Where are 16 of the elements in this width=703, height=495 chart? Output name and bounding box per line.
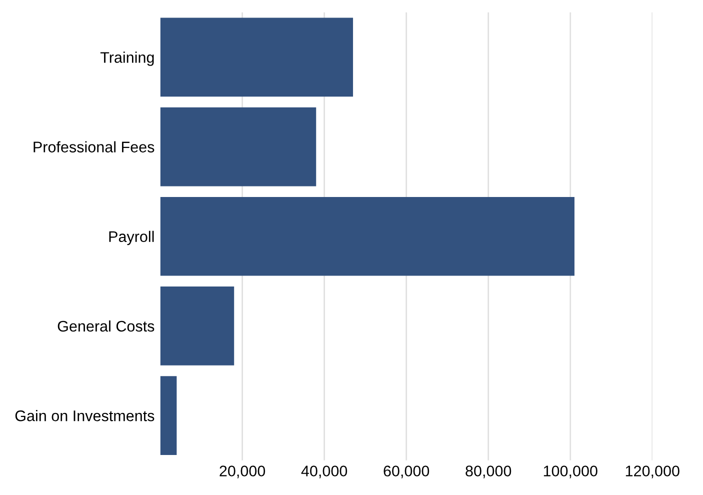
x-tick-label: 120,000 bbox=[626, 466, 680, 478]
x-tick-label: 100,000 bbox=[544, 466, 598, 478]
x-tick-label: 20,000 bbox=[220, 466, 266, 478]
bar bbox=[160, 107, 316, 186]
y-tick-label: Gain on Investments bbox=[15, 410, 154, 422]
y-tick-label: Payroll bbox=[109, 230, 154, 246]
y-tick-label: Professional Fees bbox=[34, 141, 154, 152]
x-tick-label: 80,000 bbox=[466, 466, 512, 478]
y-tick-label: Training bbox=[100, 52, 154, 66]
bar bbox=[160, 286, 234, 366]
bar bbox=[160, 376, 177, 455]
y-tick-label: General Costs bbox=[58, 320, 154, 332]
bar bbox=[160, 196, 574, 276]
bar bbox=[160, 18, 354, 97]
x-tick-label: 60,000 bbox=[384, 466, 430, 478]
x-tick-label: 40,000 bbox=[301, 466, 348, 478]
